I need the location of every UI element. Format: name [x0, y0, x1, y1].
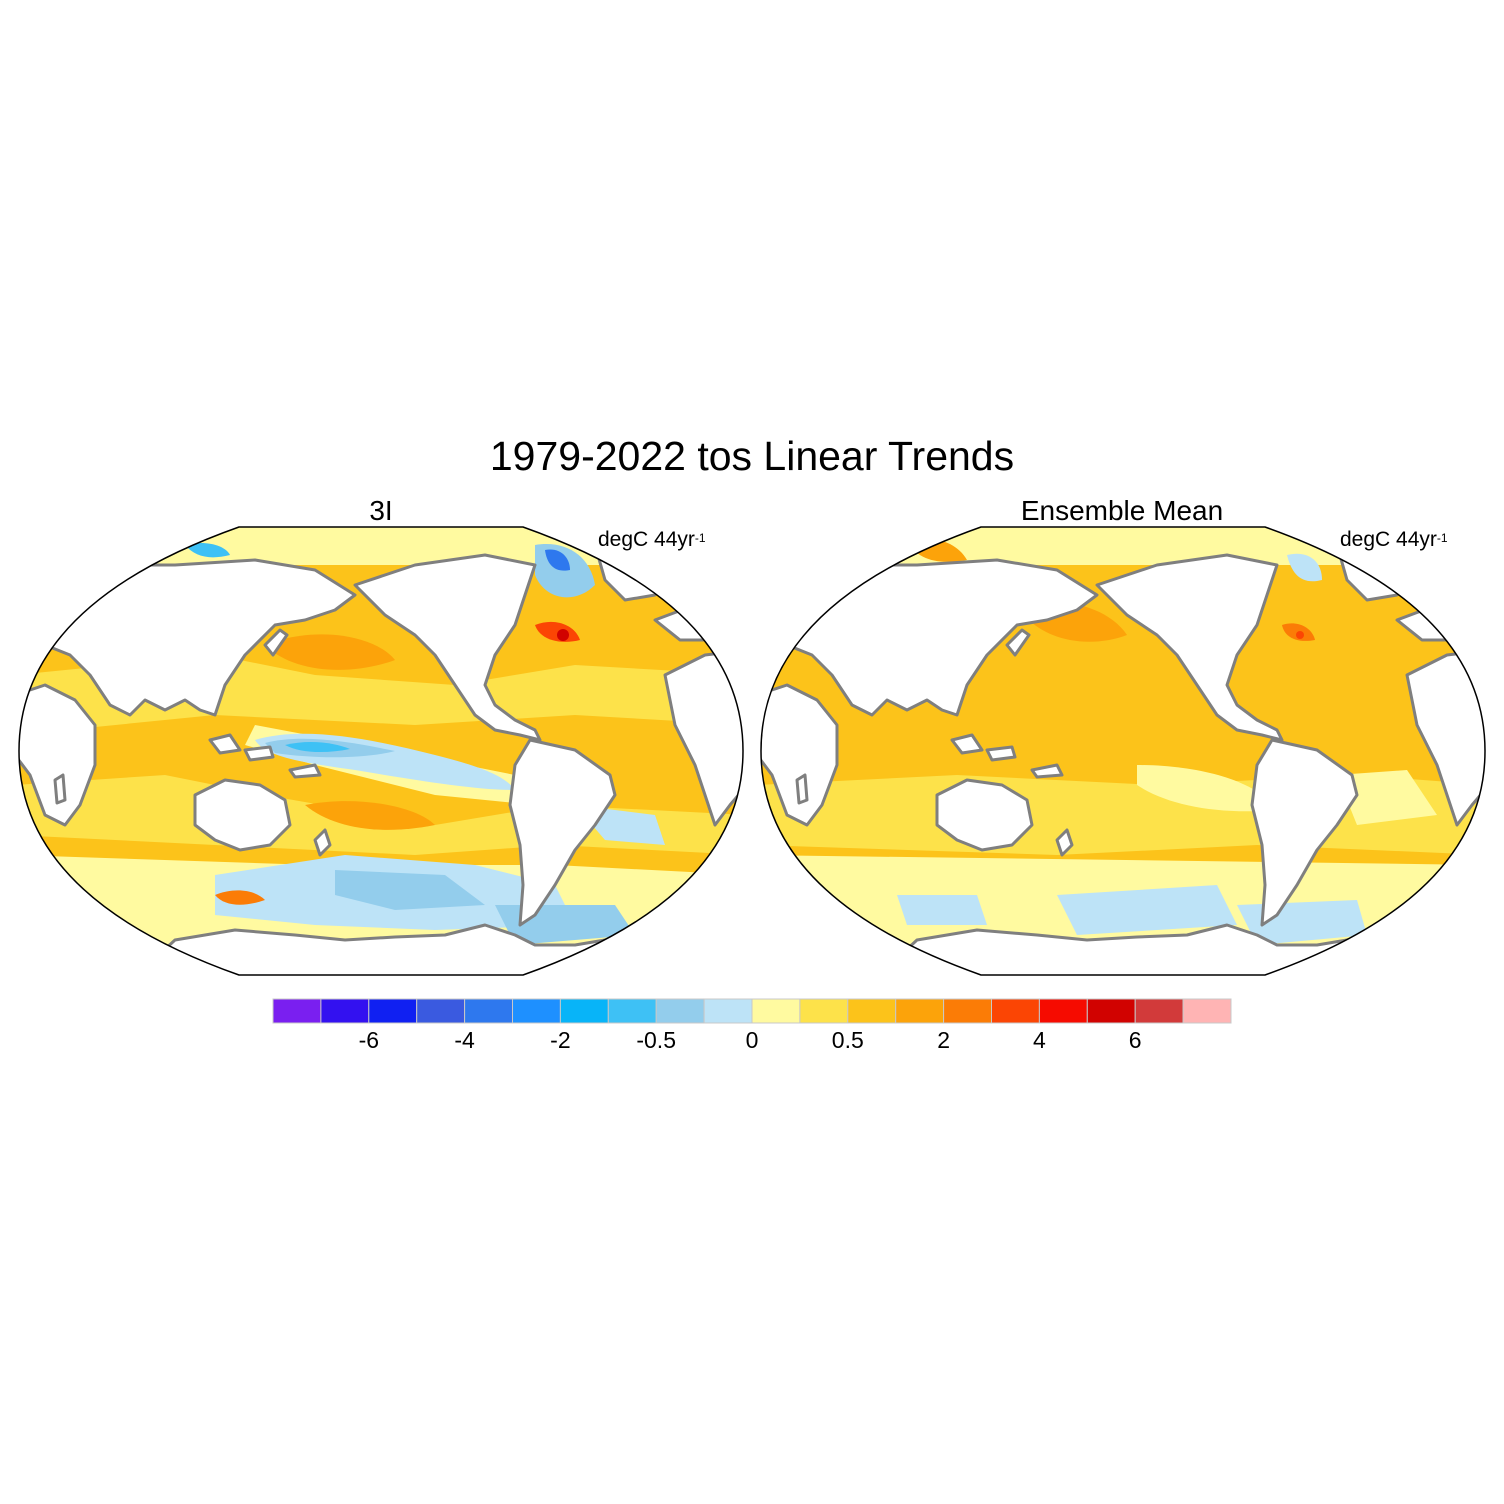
- figure-title: 1979-2022 tos Linear Trends: [489, 433, 1015, 479]
- colorbar-tick-label: -6: [358, 1027, 380, 1053]
- colorbar-swatch: [1182, 998, 1232, 1024]
- colorbar-tick-label: -4: [454, 1027, 475, 1053]
- colorbar-swatch: [703, 998, 753, 1024]
- colorbar-tick-label: -2: [550, 1027, 571, 1053]
- colorbar-tick-label: -0.5: [636, 1027, 676, 1053]
- colorbar-tick-label: 6: [1128, 1027, 1142, 1053]
- colorbar-swatch: [559, 998, 609, 1024]
- colorbar-swatch: [655, 998, 705, 1024]
- colorbar-swatch: [464, 998, 514, 1024]
- colorbar-swatch: [1086, 998, 1136, 1024]
- colorbar-swatch: [368, 998, 418, 1024]
- panel-title-3i: 3I: [369, 495, 393, 526]
- colorbar-swatch: [1134, 998, 1184, 1024]
- map-ensemble-mean: [760, 526, 1486, 976]
- colorbar: [272, 998, 1232, 1024]
- colorbar-tick-label: 4: [1032, 1027, 1046, 1053]
- map-3i: [18, 526, 744, 976]
- units-label-3i: degC 44yr-1: [598, 528, 706, 551]
- colorbar-swatch: [320, 998, 370, 1024]
- colorbar-swatch: [847, 998, 897, 1024]
- colorbar-swatch: [895, 998, 945, 1024]
- colorbar-tick-label: 2: [937, 1027, 950, 1053]
- colorbar-tick-label: 0.5: [831, 1027, 864, 1053]
- colorbar-swatch: [799, 998, 849, 1024]
- colorbar-swatch: [991, 998, 1040, 1024]
- colorbar-swatch: [1038, 998, 1088, 1024]
- colorbar-swatch: [512, 998, 561, 1024]
- colorbar-swatch: [751, 998, 801, 1024]
- colorbar-tick-label: 0: [745, 1027, 759, 1053]
- colorbar-swatch: [416, 998, 466, 1024]
- colorbar-swatch: [607, 998, 657, 1024]
- colorbar-swatch: [272, 998, 322, 1024]
- panel-title-ensemble-mean: Ensemble Mean: [1020, 495, 1224, 526]
- units-label-ensemble-mean: degC 44yr-1: [1340, 528, 1448, 551]
- colorbar-swatch: [943, 998, 992, 1024]
